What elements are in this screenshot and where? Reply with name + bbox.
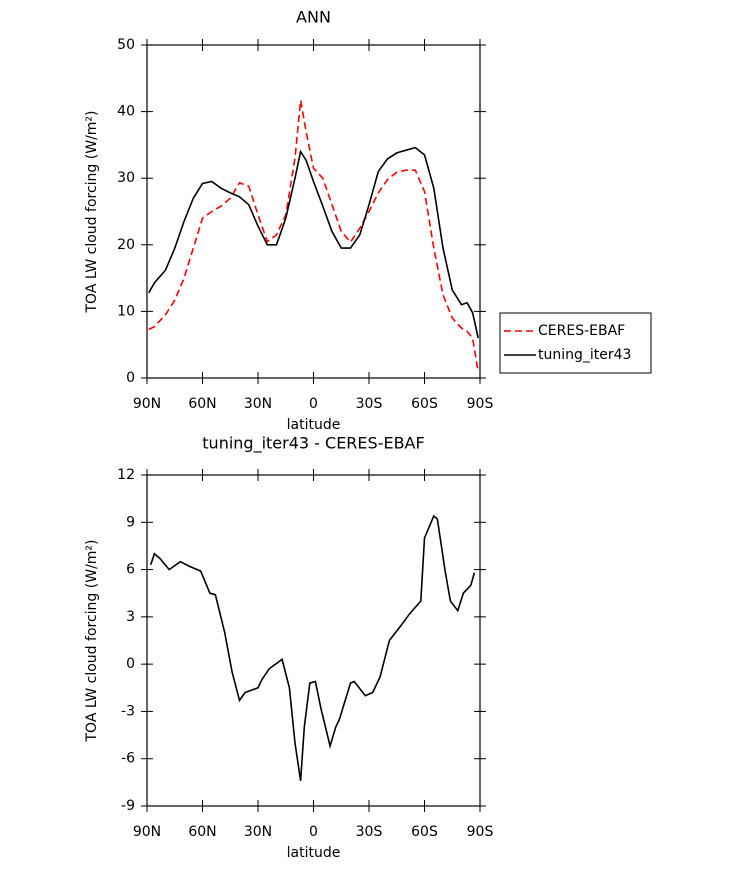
y-axis-label: TOA LW cloud forcing (W/m²) [84,540,100,743]
y-tick-label: 10 [117,303,135,319]
legend-box [499,312,652,374]
y-tick-label: 6 [126,562,135,578]
y-tick-label: 0 [126,370,135,386]
x-axis-label: latitude [287,417,341,433]
data-line [148,100,479,373]
x-tick-label: 60S [411,396,438,412]
y-tick-label: 50 [117,37,135,53]
x-tick-label: 30S [356,396,383,412]
y-tick-label: -6 [121,751,135,767]
data-line [148,146,479,339]
x-tick-label: 60S [411,824,438,840]
x-tick-label: 90S [467,824,494,840]
plot-frame [146,44,481,379]
y-tick-label: -9 [121,798,135,814]
x-tick-label: 90S [467,396,494,412]
x-tick-label: 60N [188,824,216,840]
y-tick-label: 20 [117,237,135,253]
x-tick-label: 90N [133,396,161,412]
y-tick-label: -3 [121,703,135,719]
x-tick-label: 90N [133,824,161,840]
y-tick-label: 40 [117,104,135,120]
x-tick-label: 0 [309,396,318,412]
y-axis-label: TOA LW cloud forcing (W/m²) [84,111,100,314]
legend-label: CERES-EBAF [538,323,625,339]
x-axis-label: latitude [287,845,341,861]
x-tick-label: 30N [244,396,272,412]
x-tick-label: 60N [188,396,216,412]
y-tick-label: 3 [126,609,135,625]
y-tick-label: 30 [117,170,135,186]
chart-title: tuning_iter43 - CERES-EBAF [202,434,424,454]
x-tick-label: 0 [309,824,318,840]
legend-label: tuning_iter43 [538,347,631,363]
y-tick-label: 9 [126,514,135,530]
y-tick-label: 0 [126,656,135,672]
y-tick-label: 12 [117,467,135,483]
x-tick-label: 30N [244,824,272,840]
data-line [149,514,476,781]
x-tick-label: 30S [356,824,383,840]
chart-title: ANN [296,8,331,27]
